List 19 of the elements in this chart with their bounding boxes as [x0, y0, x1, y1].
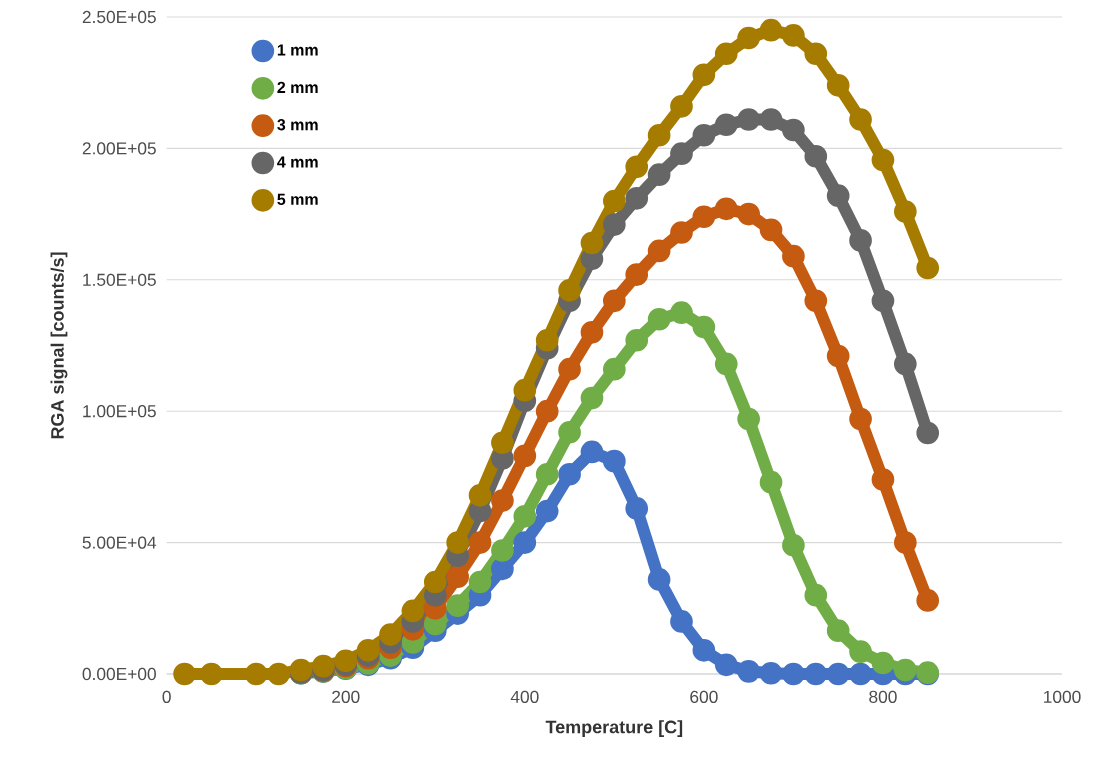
legend-label: 2 mm [277, 81, 318, 93]
x-tick-label: 800 [869, 690, 897, 703]
y-tick-label: 5.00E+04 [82, 536, 157, 549]
x-tick-label: 1000 [1044, 690, 1081, 703]
y-tick-label: 2.00E+05 [82, 142, 156, 155]
legend-label: 1 mm [277, 44, 318, 56]
x-tick-label: 400 [510, 690, 539, 703]
y-tick-label: 1.50E+05 [83, 273, 156, 286]
legend-label: 5 mm [277, 193, 318, 205]
y-axis-title: RGA signal [counts/s] [50, 252, 68, 439]
x-tick-label: 0 [162, 690, 171, 703]
y-tick-label: 1.00E+05 [83, 405, 156, 418]
legend-label: 4 mm [277, 156, 318, 168]
x-tick-label: 600 [690, 690, 718, 703]
x-axis-title: Temperature [C] [545, 720, 683, 737]
x-tick-label: 200 [332, 690, 360, 703]
y-tick-label: 0.00E+00 [82, 667, 156, 681]
y-tick-label: 2.50E+05 [82, 10, 156, 24]
legend-label: 3 mm [277, 119, 318, 131]
